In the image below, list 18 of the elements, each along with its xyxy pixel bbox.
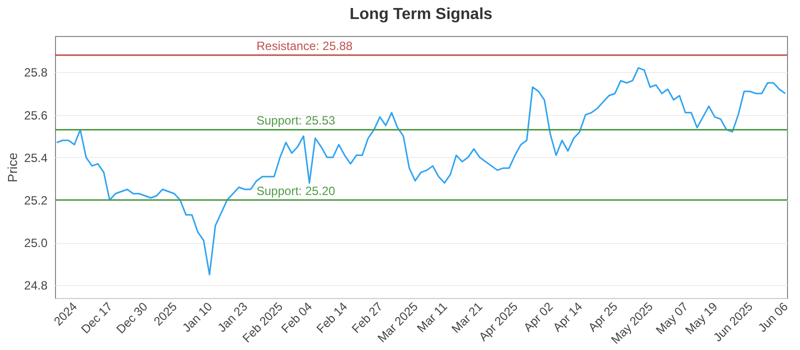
y-tick-label: 24.8 xyxy=(24,278,48,293)
y-tick-label: 25.6 xyxy=(24,108,48,122)
y-axis-title: Price xyxy=(5,152,20,182)
x-tick-label: Jun 06 xyxy=(755,299,791,335)
x-tick-label: Jan 10 xyxy=(180,299,216,335)
x-tick-label: Feb 14 xyxy=(314,299,350,336)
ref-line-label: Resistance: 25.88 xyxy=(256,39,353,54)
y-tick-label: 25.0 xyxy=(24,236,48,250)
x-tick-label: Apr 02 xyxy=(520,299,556,334)
y-tick-label: 25.8 xyxy=(24,66,48,80)
y-tick-label: 25.2 xyxy=(24,194,48,208)
x-tick-label: Dec 30 xyxy=(114,299,151,336)
line-series xyxy=(56,67,786,276)
y-tick-label: 25.4 xyxy=(24,150,48,165)
ref-line-label: Support: 25.53 xyxy=(256,114,336,128)
ref-line-label: Support: 25.20 xyxy=(256,184,336,198)
chart-title: Long Term Signals xyxy=(350,6,493,23)
x-tick-label: Dec 17 xyxy=(78,299,116,336)
